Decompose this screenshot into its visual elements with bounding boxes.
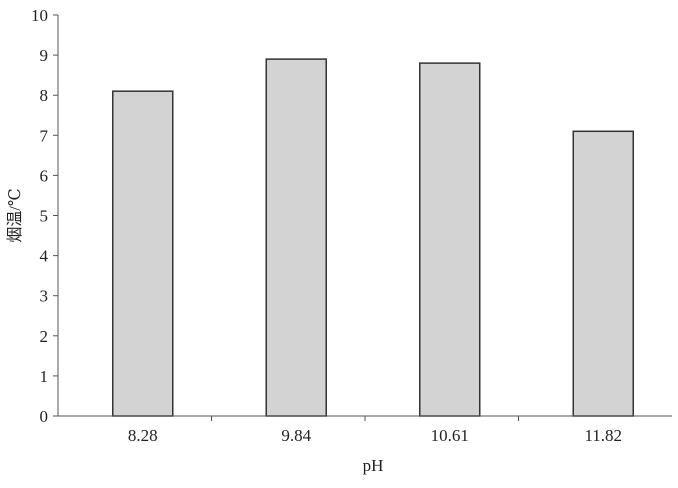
y-tick-label: 4 [40, 247, 49, 266]
y-tick-label: 3 [40, 287, 49, 306]
y-tick-label: 5 [40, 207, 49, 226]
x-axis-label: pH [363, 456, 384, 475]
y-tick-label: 0 [40, 407, 49, 426]
y-tick-label: 2 [40, 327, 49, 346]
bar-11.82 [572, 130, 634, 417]
y-tick-label: 7 [40, 126, 49, 145]
bar-8.28 [112, 90, 174, 417]
y-tick-label: 8 [40, 86, 49, 105]
y-tick-label: 9 [40, 46, 49, 65]
bar-9.84 [265, 58, 327, 417]
y-tick-label: 10 [31, 6, 48, 25]
x-tick-label: 11.82 [584, 426, 622, 445]
bar-10.61 [419, 62, 481, 417]
x-tick-label: 9.84 [281, 426, 311, 445]
y-axis-label: 烟温/℃ [6, 188, 24, 242]
x-tick-label: 8.28 [128, 426, 158, 445]
x-tick-label: 10.61 [431, 426, 469, 445]
y-tick-label: 1 [40, 367, 49, 386]
y-tick-label: 6 [40, 166, 49, 185]
